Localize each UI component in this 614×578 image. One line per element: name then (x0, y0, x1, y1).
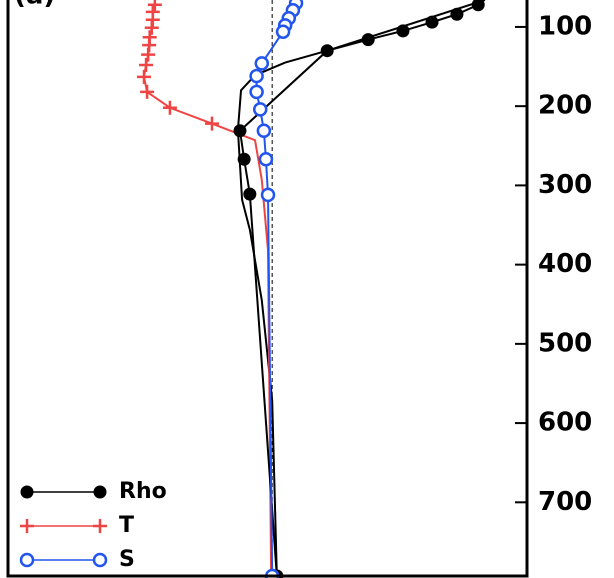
legend-label: Rho (119, 479, 167, 504)
marker (93, 519, 107, 533)
y-tick-label: 200 (538, 91, 592, 121)
marker (19, 552, 35, 568)
marker (243, 187, 257, 201)
marker (252, 102, 268, 117)
marker (320, 44, 334, 58)
marker (204, 116, 219, 131)
marker (237, 152, 251, 166)
y-tick-label: 700 (538, 487, 592, 517)
marker (20, 485, 34, 499)
marker (140, 84, 155, 99)
marker (254, 56, 270, 71)
marker (361, 33, 375, 47)
marker (233, 124, 247, 138)
marker (396, 24, 410, 38)
legend-label: S (119, 547, 135, 572)
profile-line (236, 0, 486, 577)
series-line (142, 4, 213, 125)
y-tick-label: 400 (538, 249, 592, 279)
marker (144, 20, 159, 35)
y-tick-label: 100 (538, 11, 592, 41)
marker (249, 84, 264, 100)
marker (275, 24, 291, 39)
marker (141, 47, 156, 62)
y-tick-label: 300 (538, 170, 592, 200)
marker (249, 68, 264, 84)
marker (258, 152, 274, 167)
marker (471, 0, 485, 12)
marker (139, 57, 154, 72)
marker (425, 15, 439, 29)
y-tick-label: 500 (538, 328, 592, 358)
marker (162, 100, 177, 115)
panel-label: (a) (14, 0, 55, 11)
marker (136, 69, 151, 84)
marker (256, 123, 272, 138)
legend-label: T (119, 513, 134, 538)
marker (450, 7, 464, 21)
marker (92, 552, 108, 568)
marker (260, 187, 276, 203)
marker (93, 485, 107, 499)
marker (147, 0, 162, 12)
marker (20, 519, 34, 533)
plot-frame (6, 0, 529, 578)
series-line (238, 3, 479, 577)
y-tick-label: 600 (538, 408, 592, 438)
